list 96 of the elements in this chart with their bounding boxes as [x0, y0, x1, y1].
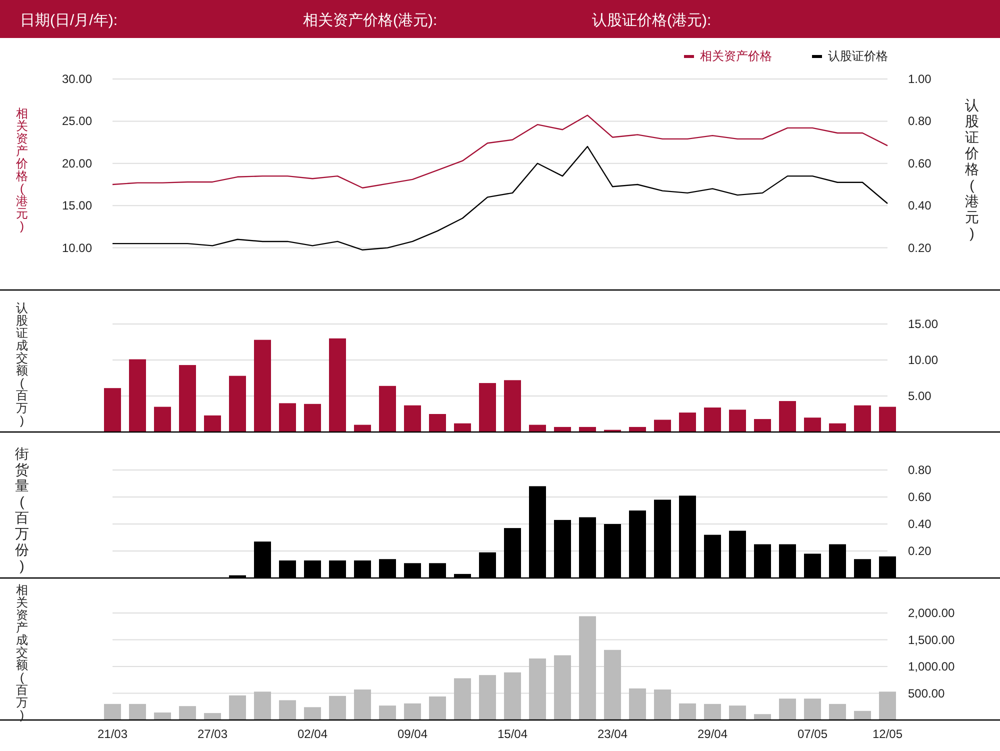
y-tick-label: 0.60	[908, 490, 932, 504]
bar	[229, 695, 246, 720]
bar	[679, 703, 696, 720]
x-tick-label: 21/03	[97, 727, 128, 741]
line-series	[112, 114, 888, 188]
bar	[454, 678, 471, 720]
bar	[729, 410, 746, 432]
bar	[154, 406, 171, 432]
bar	[804, 698, 821, 720]
bar	[629, 688, 646, 720]
bar	[754, 714, 771, 720]
y-tick-label: 30.00	[62, 72, 92, 86]
x-tick-label: 12/05	[872, 727, 903, 741]
header: 日期(日/月/年): 相关资产价格(港元): 认股证价格(港元):	[0, 0, 1000, 38]
bar	[529, 424, 546, 432]
bar	[579, 616, 596, 720]
bar	[504, 672, 521, 720]
bar	[404, 703, 421, 720]
bar	[429, 414, 446, 432]
y2-tick-label: 1.00	[908, 72, 932, 86]
bar	[554, 655, 571, 720]
bar	[654, 420, 671, 432]
bar	[354, 424, 371, 432]
bar	[154, 712, 171, 720]
x-tick-label: 07/05	[797, 727, 828, 741]
bar	[104, 388, 121, 432]
bar	[204, 415, 221, 432]
y-tick-label: 500.00	[908, 686, 946, 700]
bar	[754, 419, 771, 432]
bar	[729, 706, 746, 720]
bar	[329, 338, 346, 432]
y-tick-label: 5.00	[908, 389, 932, 403]
y-tick-label: 10.00	[908, 353, 938, 367]
y-tick-label: 15.00	[908, 317, 938, 331]
bar	[654, 690, 671, 720]
bar	[379, 706, 396, 720]
bar	[529, 658, 546, 720]
y-tick-label: 20.00	[62, 156, 92, 170]
bar	[179, 365, 196, 432]
text: 认股证价格(港元)	[965, 97, 979, 242]
bar	[679, 412, 696, 432]
bar	[829, 704, 846, 720]
bar	[404, 405, 421, 432]
bar	[254, 340, 271, 432]
bar	[254, 692, 271, 720]
bar	[204, 713, 221, 720]
bar	[104, 704, 121, 720]
bar	[304, 707, 321, 720]
bar	[779, 698, 796, 720]
bar	[129, 359, 146, 432]
bar	[329, 696, 346, 720]
x-tick-label: 29/04	[697, 727, 728, 741]
bar	[279, 403, 296, 432]
x-tick-label: 02/04	[297, 727, 328, 741]
x-tick-label: 09/04	[397, 727, 428, 741]
bar	[504, 380, 521, 432]
x-tick-label: 15/04	[497, 727, 528, 741]
text: 相关资产成交额(百万)	[16, 583, 28, 722]
y-tick-label: 10.00	[62, 240, 92, 255]
bar	[379, 386, 396, 432]
bar	[804, 418, 821, 432]
bar	[229, 376, 246, 432]
bar	[429, 696, 446, 720]
bar	[479, 383, 496, 432]
legend-label: 认股证价格	[828, 49, 888, 63]
bar	[279, 700, 296, 720]
bar	[779, 401, 796, 432]
bar	[604, 650, 621, 720]
bar	[879, 406, 896, 432]
bar	[704, 408, 721, 432]
line-series	[112, 146, 888, 251]
y-tick-label: 0.40	[908, 517, 932, 531]
bar	[854, 405, 871, 432]
y-tick-label: 1,500.00	[908, 632, 956, 647]
bar	[129, 704, 146, 720]
bar	[479, 675, 496, 720]
bar	[879, 692, 896, 720]
bar	[829, 423, 846, 432]
y-axis-title: 街货量(百万份)	[15, 446, 29, 574]
bar	[304, 404, 321, 432]
y-tick-label: 1,000.00	[908, 660, 956, 674]
y-tick-label: 2,000.00	[908, 606, 956, 620]
bar	[704, 704, 721, 720]
bar	[354, 690, 371, 720]
y-tick-label: 25.00	[62, 114, 92, 128]
y-tick-label: 15.00	[62, 198, 92, 213]
bar	[854, 710, 871, 720]
bar	[179, 706, 196, 720]
text: 认股证成交额(百万)	[16, 300, 28, 428]
y-tick-label: 0.80	[908, 463, 932, 477]
text: 相关资产价格(港元)	[16, 106, 28, 233]
y-tick-label: 0.20	[908, 544, 932, 558]
x-tick-label: 27/03	[197, 727, 228, 741]
bar	[454, 423, 471, 432]
x-tick-label: 23/04	[597, 727, 628, 741]
legend-label: 相关资产价格	[700, 49, 772, 63]
